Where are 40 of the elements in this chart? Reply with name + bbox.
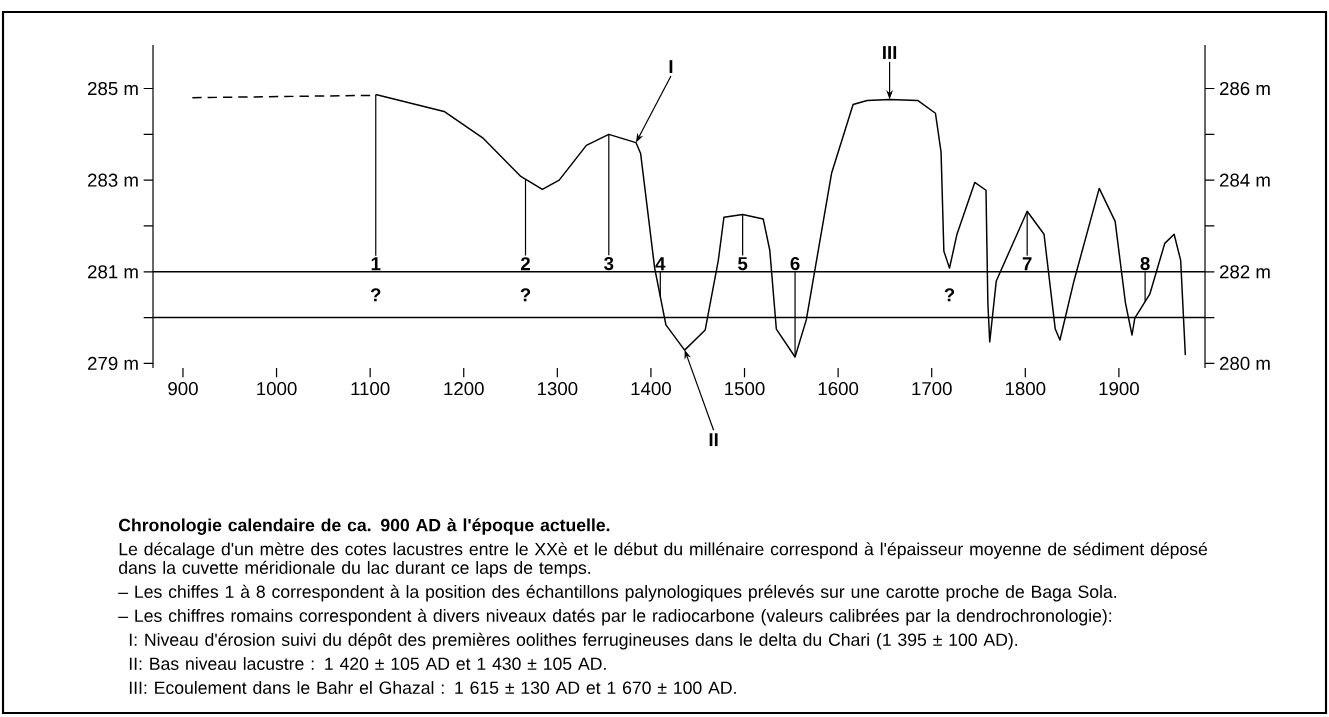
annotation: ?	[370, 288, 381, 302]
text: – Les chiffes 1 à 8 correspondent à la position des échantillons palynologiques prélevés sur une carotte proche de Baga Sola.	[118, 584, 1117, 602]
text: Chronologie calendaire de ca. 900 AD à l'époque actuelle.	[119, 518, 610, 535]
annotation: 5	[738, 257, 748, 271]
annotation: III	[883, 46, 897, 59]
annotation: 6	[790, 256, 800, 271]
y2-tick-label: 282 m	[1220, 265, 1270, 279]
y2-tick-label: 284 m	[1220, 173, 1270, 187]
annotation: 7	[1022, 257, 1032, 271]
x-tick-label: 1700	[912, 382, 952, 396]
x-tick-label: 1800	[1005, 382, 1046, 396]
annotation: 2	[520, 257, 530, 271]
x-tick-label: 900	[168, 382, 198, 396]
x-tick-label: 1100	[351, 382, 390, 396]
annotation: ?	[520, 288, 531, 302]
y-tick-label: 281 m	[88, 265, 138, 279]
annotation: 4	[655, 257, 666, 271]
y2-tick-label: 280 m	[1220, 356, 1270, 371]
x-tick-label: 1400	[631, 382, 671, 396]
annotation: I	[669, 60, 673, 73]
annotation: 1	[371, 257, 381, 271]
annotation: ?	[944, 288, 955, 302]
y-tick-label: 279 m	[88, 356, 138, 371]
x-tick-label: 1500	[725, 382, 765, 396]
text: Le décalage d'un mètre des cotes lacustres entre le XXè et le début du millénaire correspond à l'épaisseur moyenne de sédiment déposé dans la cuvette méridionale du lac durant ce laps de temps.	[119, 542, 1208, 578]
annotation: II	[709, 433, 718, 447]
x-tick-label: 1000	[257, 382, 297, 396]
x-tick-label: 1200	[444, 382, 484, 396]
text: – Les chiffres romains correspondent à divers niveaux datés par le radiocarbone (valeurs calibrées par la dendrochronologie):	[118, 608, 1112, 626]
y-tick-label: 285 m	[88, 81, 138, 96]
annotation: 8	[1140, 256, 1150, 271]
annotation: 3	[604, 256, 614, 271]
x-tick-label: 1600	[818, 382, 859, 396]
text: I: Niveau d'érosion suivi du dépôt des premières oolithes ferrugineuses dans le delta du Chari (1 395 ± 100 AD).	[129, 632, 1018, 650]
x-tick-label: 1300	[537, 382, 578, 396]
y2-tick-label: 286 m	[1220, 81, 1270, 96]
text: III: Ecoulement dans le Bahr el Ghazal : 1 615 ± 130 AD et 1 670 ± 100 AD.	[129, 681, 736, 694]
text: II: Bas niveau lacustre : 1 420 ± 105 AD et 1 430 ± 105 AD.	[129, 657, 606, 670]
x-tick-label: 1900	[1099, 382, 1139, 396]
y-tick-label: 283 m	[88, 173, 138, 187]
